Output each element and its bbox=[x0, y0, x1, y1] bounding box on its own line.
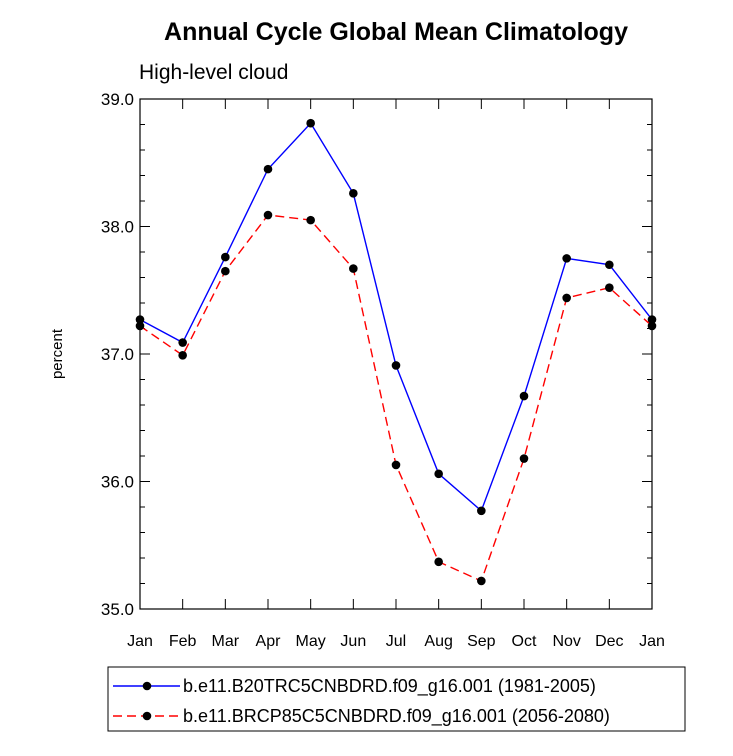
series-2-point bbox=[263, 210, 273, 220]
x-tick-label: Jul bbox=[386, 633, 406, 650]
series-2-point bbox=[605, 283, 614, 293]
x-tick-label: Mar bbox=[212, 633, 240, 650]
x-tick-label: Jun bbox=[340, 633, 366, 650]
series-2-point bbox=[391, 460, 401, 470]
series-1-point bbox=[306, 118, 315, 128]
series-1-point bbox=[562, 254, 571, 263]
series-1-point bbox=[349, 189, 358, 198]
x-tick-label: Jan bbox=[127, 633, 153, 650]
legend-marker-2 bbox=[142, 711, 152, 721]
axis-ticks bbox=[139, 98, 653, 610]
series-2-point bbox=[647, 321, 657, 331]
series-2-point bbox=[349, 264, 358, 273]
series-1-point bbox=[221, 252, 230, 262]
legend-marker-1 bbox=[142, 681, 152, 691]
x-tick-label: May bbox=[296, 633, 326, 650]
series-1-point bbox=[605, 260, 614, 270]
y-tick-label: 37.0 bbox=[101, 345, 134, 364]
series-2-point bbox=[221, 266, 230, 276]
series-2-point bbox=[135, 321, 145, 331]
y-tick-label: 35.0 bbox=[101, 600, 134, 619]
series-2-point bbox=[477, 576, 486, 586]
x-axis-tick-labels: Jan Feb Mar Apr May Jun Jul Aug Sep Oct Nov Dec Jan bbox=[127, 633, 665, 650]
chart-title: Annual Cycle Global Mean Climatology bbox=[164, 18, 628, 46]
series-1-point bbox=[519, 391, 529, 401]
series-2-point bbox=[562, 293, 571, 303]
x-tick-label: Jan bbox=[639, 633, 665, 650]
chart-subtitle: High-level cloud bbox=[139, 61, 288, 84]
series-1-point bbox=[178, 338, 187, 347]
series-1-point bbox=[477, 506, 486, 516]
y-axis-tick-labels: 35.0 36.0 37.0 38.0 39.0 bbox=[101, 90, 134, 619]
series-1-point bbox=[647, 315, 657, 324]
legend-label-1: b.e11.B20TRC5CNBDRD.f09_g16.001 (1981-20… bbox=[183, 676, 596, 697]
legend: b.e11.B20TRC5CNBDRD.f09_g16.001 (1981-20… bbox=[107, 666, 686, 732]
series-line-2 bbox=[139, 214, 653, 582]
y-tick-label: 38.0 bbox=[101, 218, 134, 237]
series-2-point bbox=[434, 557, 443, 567]
series-1-point bbox=[263, 164, 273, 174]
series-2-point bbox=[519, 454, 529, 463]
series-1-point bbox=[135, 315, 145, 324]
series-2-point bbox=[178, 350, 187, 360]
x-tick-label: Nov bbox=[552, 633, 580, 650]
x-tick-label: Feb bbox=[169, 633, 197, 650]
y-tick-label: 39.0 bbox=[101, 90, 134, 109]
y-axis-label: percent bbox=[49, 328, 66, 379]
x-tick-label: Dec bbox=[595, 633, 623, 650]
y-tick-label: 36.0 bbox=[101, 473, 134, 492]
x-tick-label: Aug bbox=[424, 633, 452, 650]
series-line-1 bbox=[139, 122, 653, 512]
x-tick-label: Apr bbox=[256, 633, 282, 650]
series-1-point bbox=[434, 469, 443, 479]
x-tick-label: Sep bbox=[467, 633, 496, 650]
plot-area-frame bbox=[139, 98, 653, 610]
legend-box bbox=[107, 666, 686, 732]
series-2-point bbox=[306, 215, 315, 225]
legend-label-2: b.e11.BRCP85C5CNBDRD.f09_g16.001 (2056-2… bbox=[183, 706, 610, 727]
x-tick-label: Oct bbox=[512, 633, 537, 650]
series-1-point bbox=[391, 361, 401, 370]
series-layer bbox=[135, 118, 657, 586]
